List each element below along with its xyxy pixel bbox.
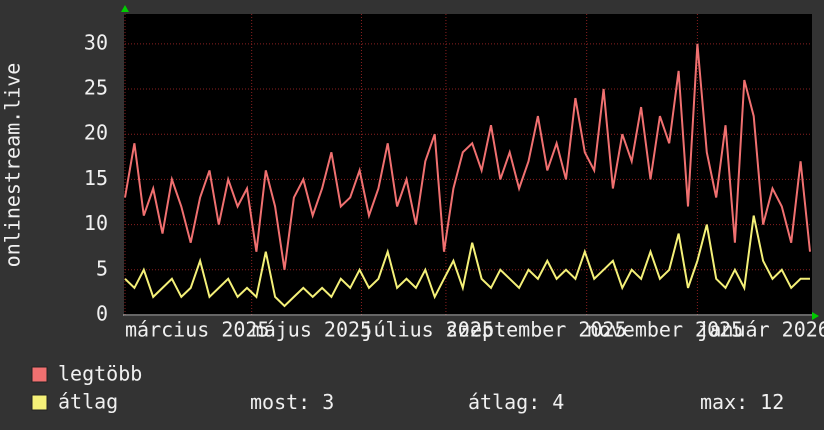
legend-label: legtöbb <box>58 362 142 386</box>
stat-value: 4 <box>552 390 564 414</box>
y-tick-label: 20 <box>84 121 108 145</box>
y-tick-label: 5 <box>96 256 108 280</box>
legend-label: átlag <box>58 390 118 414</box>
x-tick-label: május 2025 <box>252 318 372 342</box>
x-tick-label: szeptember 2025 <box>446 318 627 342</box>
x-tick-label: január 2026 <box>697 318 824 342</box>
legend-swatch <box>31 394 48 411</box>
legend-swatch <box>31 366 48 383</box>
stat: átlag: 4 <box>468 390 564 414</box>
y-tick-label: 10 <box>84 211 108 235</box>
stat-value: 12 <box>760 390 784 414</box>
stat: most: 3 <box>250 390 334 414</box>
y-axis-label: onlinestream.live <box>1 63 25 268</box>
y-tick-label: 15 <box>84 166 108 190</box>
x-tick-label: március 2025 <box>125 318 270 342</box>
stat-label: most: <box>250 390 310 414</box>
y-tick-label: 30 <box>84 30 108 54</box>
stat-value: 3 <box>322 390 334 414</box>
stat: max: 12 <box>700 390 784 414</box>
stat-label: átlag: <box>468 390 540 414</box>
y-arrow <box>121 5 129 12</box>
series-line <box>124 43 811 270</box>
stat-label: max: <box>700 390 748 414</box>
x-tick-label: november 2025 <box>587 318 744 342</box>
series-line <box>124 215 810 308</box>
y-tick-label: 0 <box>96 302 108 326</box>
x-tick-label: július 2025 <box>361 318 493 342</box>
y-tick-label: 25 <box>84 76 108 100</box>
x-arrow <box>812 312 819 320</box>
